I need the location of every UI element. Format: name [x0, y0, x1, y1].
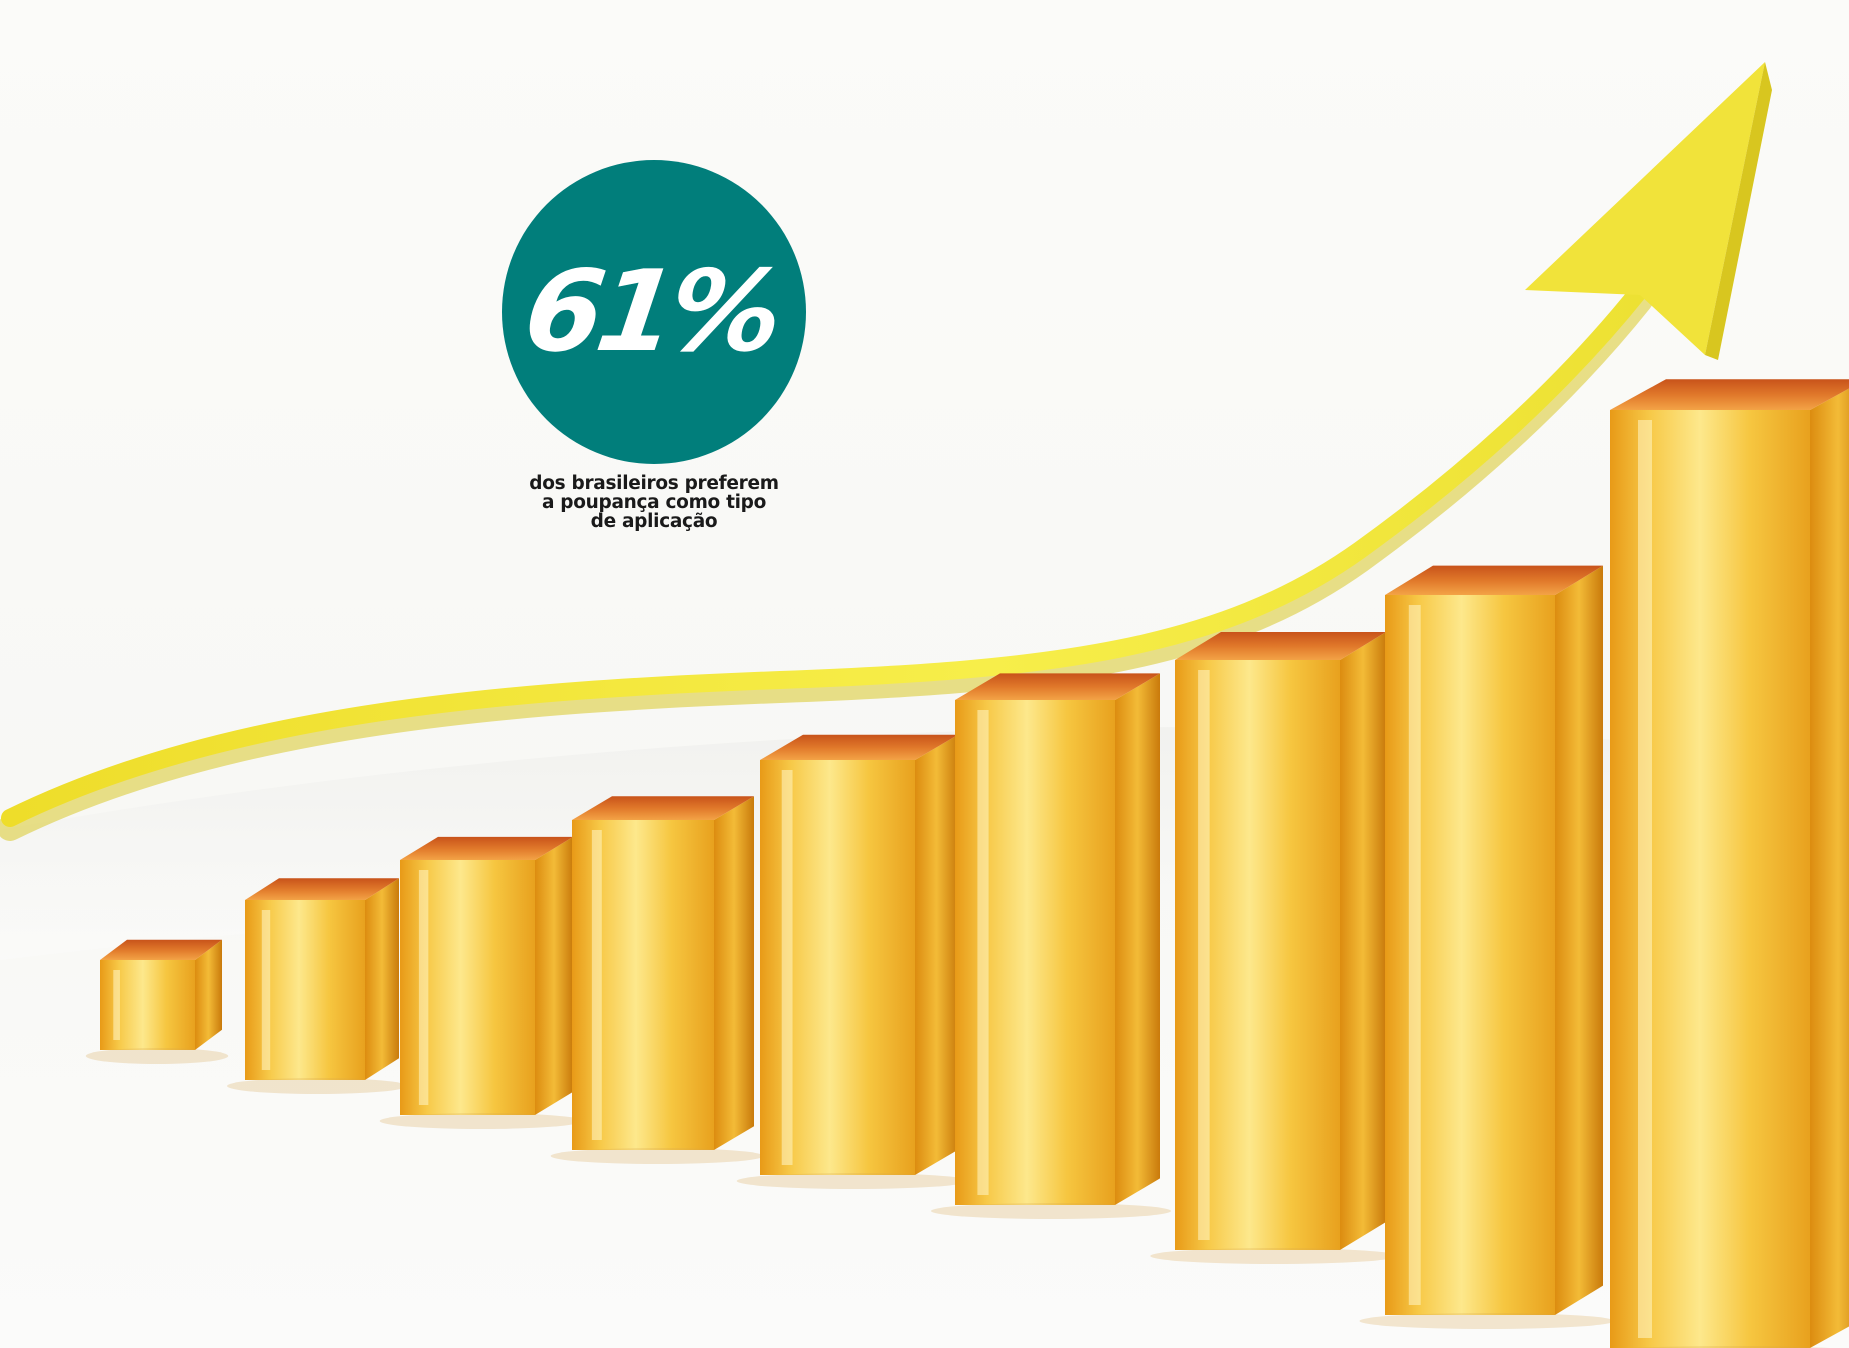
bar-side-face — [1555, 565, 1603, 1315]
arrow-head-bevel — [1705, 62, 1772, 360]
bar-base-shadow — [736, 1173, 970, 1189]
bar-highlight — [1638, 420, 1652, 1338]
bar-highlight — [113, 970, 120, 1040]
bar-base-shadow — [379, 1113, 583, 1129]
bar-base-shadow — [1150, 1248, 1398, 1264]
bar-top-face — [572, 796, 754, 820]
stat-circle: 61% — [502, 160, 806, 464]
bar-side-face — [1115, 673, 1160, 1205]
bar-side-face — [714, 796, 754, 1150]
bar-top-face — [1175, 632, 1386, 660]
gold-bar — [227, 878, 407, 1094]
bar-top-face — [955, 673, 1160, 700]
gold-bars — [85, 379, 1849, 1348]
gold-bar — [1150, 632, 1398, 1264]
bar-highlight — [1198, 670, 1210, 1240]
gold-bar — [1610, 379, 1849, 1348]
bar-base-shadow — [1359, 1313, 1615, 1329]
bar-top-face — [100, 939, 222, 960]
gold-bar — [550, 796, 764, 1164]
bar-base-shadow — [227, 1078, 407, 1094]
bar-highlight — [977, 710, 989, 1195]
bar-side-face — [1340, 632, 1386, 1250]
bar-top-face — [1610, 379, 1849, 410]
arrow-head — [1525, 62, 1765, 355]
bar-top-face — [245, 878, 399, 900]
bar-side-face — [195, 939, 222, 1050]
stat-value: 61% — [516, 247, 786, 377]
bar-top-face — [400, 836, 573, 860]
stat-caption-line: de aplicação — [590, 511, 718, 532]
bar-side-face — [1810, 388, 1849, 1348]
stat-caption: dos brasileiros preferem a poupança como… — [524, 474, 784, 531]
bar-highlight — [591, 830, 602, 1140]
stat-caption-line: dos brasileiros preferem — [529, 473, 779, 494]
bar-top-face — [760, 734, 958, 760]
stat-caption-line: a poupança como tipo — [541, 492, 767, 513]
gold-bar — [1359, 565, 1615, 1329]
bar-top-face — [1385, 565, 1603, 595]
bar-highlight — [781, 770, 793, 1165]
arrow-shaft — [1, 281, 1649, 827]
bar-highlight — [1408, 605, 1421, 1305]
bar-side-face — [365, 878, 399, 1080]
bar-highlight — [418, 870, 429, 1105]
bar-base-shadow — [931, 1203, 1171, 1219]
gold-bar — [736, 734, 970, 1189]
gold-bar — [931, 673, 1171, 1219]
gold-bar — [379, 836, 583, 1129]
bar-base-shadow — [550, 1148, 764, 1164]
bar-side-face — [915, 734, 958, 1175]
bar-side-face — [535, 836, 573, 1115]
gold-bar — [85, 939, 229, 1064]
bar-base-shadow — [85, 1048, 229, 1064]
bar-highlight — [261, 910, 271, 1070]
